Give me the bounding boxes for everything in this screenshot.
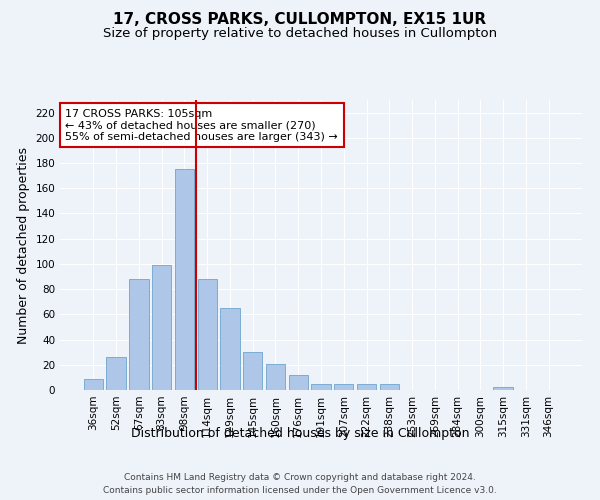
Text: 17, CROSS PARKS, CULLOMPTON, EX15 1UR: 17, CROSS PARKS, CULLOMPTON, EX15 1UR [113, 12, 487, 28]
Text: Size of property relative to detached houses in Cullompton: Size of property relative to detached ho… [103, 28, 497, 40]
Bar [380, 384, 399, 390]
Bar [493, 388, 513, 390]
Y-axis label: Number of detached properties: Number of detached properties [17, 146, 30, 344]
Bar [220, 308, 239, 390]
Bar [106, 357, 126, 390]
Bar [84, 378, 103, 390]
Bar [311, 384, 331, 390]
Bar [243, 352, 262, 390]
Bar [175, 170, 194, 390]
Text: Distribution of detached houses by size in Cullompton: Distribution of detached houses by size … [131, 428, 469, 440]
Bar [197, 279, 217, 390]
Bar [334, 384, 353, 390]
Text: Contains HM Land Registry data © Crown copyright and database right 2024.: Contains HM Land Registry data © Crown c… [124, 472, 476, 482]
Text: 17 CROSS PARKS: 105sqm
← 43% of detached houses are smaller (270)
55% of semi-de: 17 CROSS PARKS: 105sqm ← 43% of detached… [65, 108, 338, 142]
Text: Contains public sector information licensed under the Open Government Licence v3: Contains public sector information licen… [103, 486, 497, 495]
Bar [289, 375, 308, 390]
Bar [357, 384, 376, 390]
Bar [266, 364, 285, 390]
Bar [129, 279, 149, 390]
Bar [152, 265, 172, 390]
